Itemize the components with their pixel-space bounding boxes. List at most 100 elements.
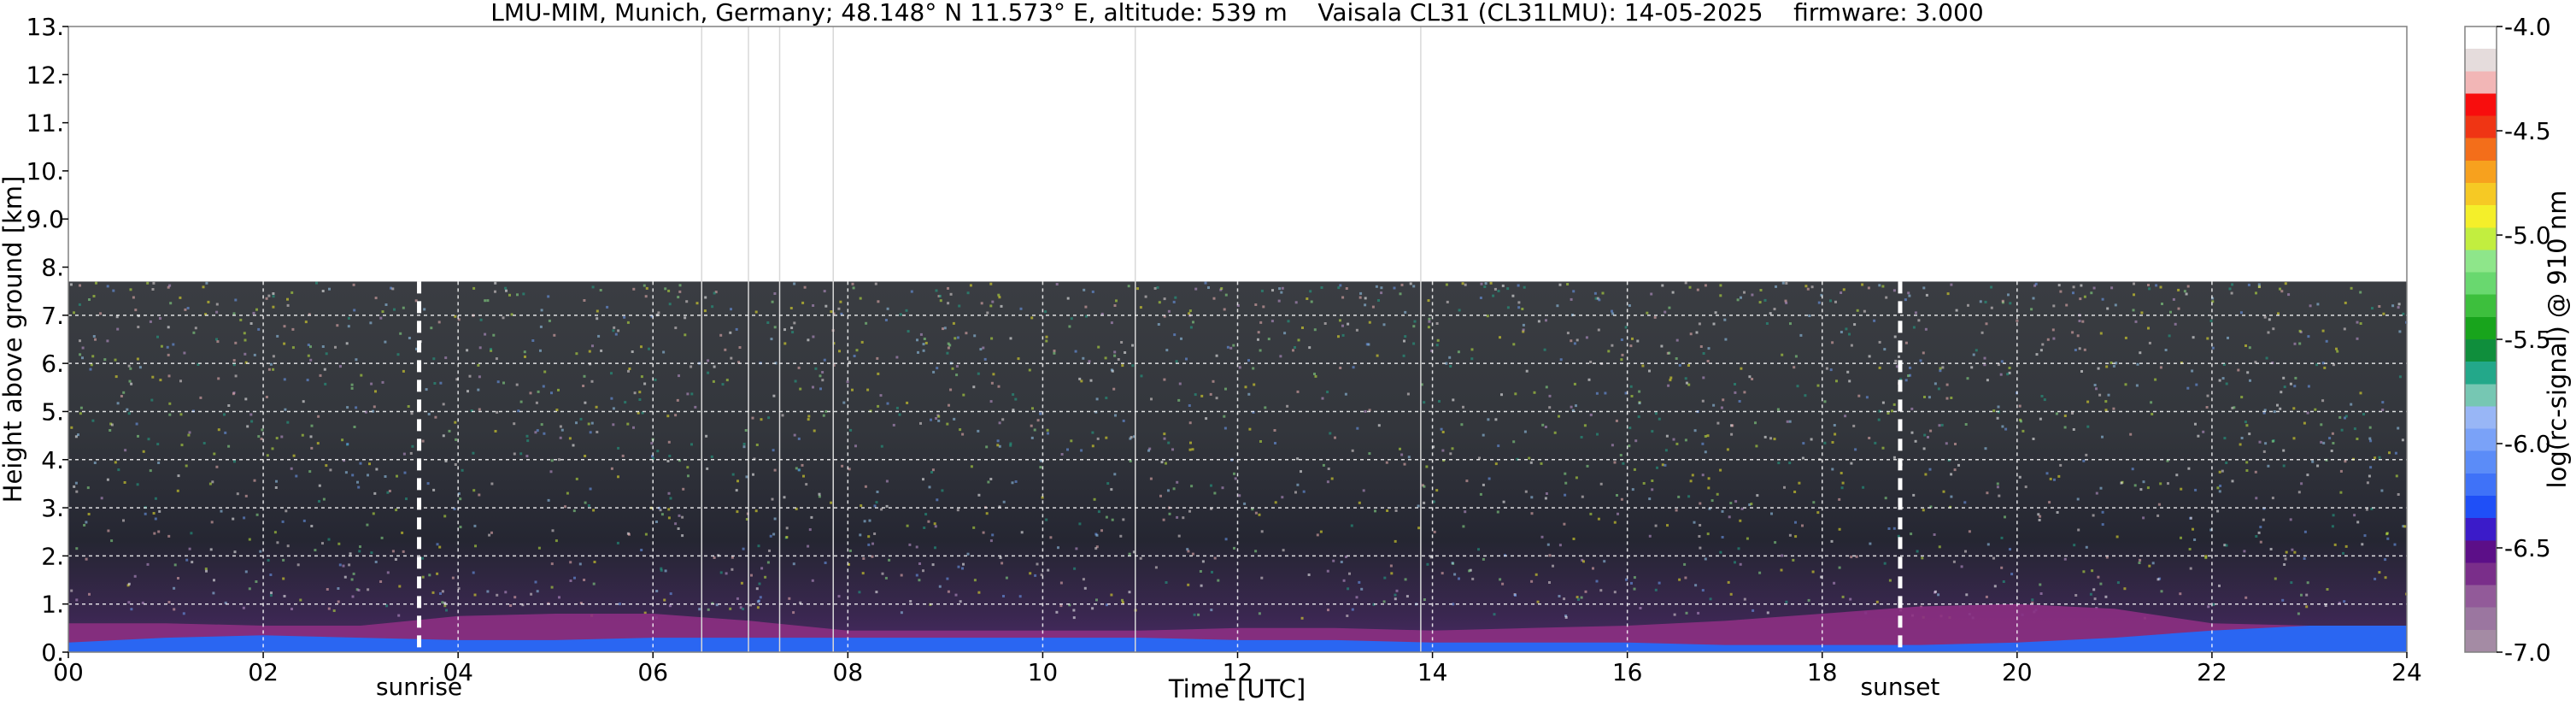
noise-dot [807, 338, 810, 342]
noise-dot [962, 393, 965, 397]
noise-dot [951, 367, 954, 370]
noise-dot [1044, 310, 1047, 314]
noise-dot [1530, 512, 1534, 515]
noise-dot [275, 437, 279, 440]
noise-dot [167, 374, 171, 378]
noise-dot [1556, 304, 1559, 308]
noise-dot [1337, 286, 1341, 290]
noise-dot [1097, 345, 1100, 349]
noise-dot [1489, 281, 1493, 285]
noise-dot [2321, 362, 2325, 365]
noise-dot [1340, 561, 1343, 563]
noise-dot [2039, 349, 2043, 352]
noise-dot [152, 281, 155, 285]
noise-dot [1451, 447, 1454, 450]
noise-dot [1178, 382, 1182, 385]
noise-dot [2342, 551, 2344, 555]
noise-dot [397, 614, 401, 617]
noise-dot [1313, 328, 1317, 332]
noise-dot [991, 300, 995, 303]
noise-dot [522, 292, 525, 296]
noise-dot [1928, 396, 1931, 399]
noise-dot [1014, 480, 1018, 483]
noise-dot [537, 546, 541, 550]
noise-dot [956, 336, 959, 339]
noise-dot [822, 414, 825, 417]
noise-dot [441, 590, 444, 593]
noise-dot [2195, 383, 2198, 386]
noise-dot [431, 591, 435, 594]
noise-dot [1274, 501, 1277, 504]
noise-dot [394, 558, 397, 561]
noise-dot [587, 422, 590, 426]
noise-dot [2366, 481, 2369, 485]
noise-dot [1215, 397, 1218, 400]
noise-dot [2142, 480, 2145, 484]
noise-dot [367, 588, 370, 591]
noise-dot [1675, 338, 1679, 342]
noise-dot [2332, 514, 2335, 517]
noise-dot [627, 369, 630, 373]
noise-dot [631, 350, 634, 353]
noise-dot [1983, 363, 1986, 367]
noise-dot [1748, 503, 1752, 506]
noise-dot [1783, 485, 1786, 489]
noise-dot [2368, 426, 2372, 429]
noise-dot [687, 474, 689, 478]
noise-dot [134, 309, 138, 312]
noise-dot [760, 418, 763, 421]
noise-dot [1436, 338, 1440, 342]
noise-dot [1522, 330, 1525, 333]
noise-dot [2339, 469, 2343, 473]
noise-dot [290, 291, 294, 294]
noise-dot [770, 338, 773, 341]
noise-dot [534, 580, 537, 584]
noise-dot [2091, 569, 2094, 573]
noise-dot [1794, 521, 1797, 524]
noise-dot [931, 563, 935, 567]
noise-dot [1540, 535, 1544, 538]
noise-dot [1950, 283, 1953, 286]
noise-dot [302, 400, 305, 403]
noise-dot [343, 575, 347, 579]
noise-dot [1458, 577, 1460, 580]
noise-dot [2139, 488, 2143, 491]
noise-dot [88, 298, 91, 301]
noise-dot [2306, 581, 2309, 585]
noise-dot [1347, 587, 1350, 591]
noise-dot [793, 321, 796, 325]
noise-dot [1708, 507, 1711, 510]
noise-dot [2000, 566, 2004, 569]
noise-dot [2225, 462, 2228, 464]
noise-dot [1441, 449, 1445, 452]
noise-dot [2078, 320, 2081, 322]
noise-dot [2180, 536, 2182, 539]
noise-dot [922, 343, 925, 346]
noise-dot [1754, 421, 1757, 425]
noise-dot [1564, 615, 1568, 617]
noise-dot [852, 286, 855, 290]
noise-dot [841, 464, 844, 468]
noise-dot [812, 385, 814, 389]
noise-dot [2273, 410, 2276, 414]
noise-dot [1070, 317, 1073, 321]
noise-dot [1545, 319, 1547, 322]
noise-dot [284, 408, 287, 411]
noise-dot [1168, 512, 1171, 515]
noise-dot [2297, 612, 2300, 615]
noise-dot [2053, 478, 2056, 481]
noise-dot [1367, 343, 1370, 346]
noise-dot [935, 417, 938, 420]
noise-dot [184, 308, 187, 311]
noise-dot [1316, 533, 1319, 537]
noise-dot [593, 561, 596, 563]
noise-dot [2282, 464, 2286, 468]
noise-dot [1998, 494, 2001, 497]
noise-dot [2394, 451, 2397, 455]
noise-dot [2401, 438, 2404, 442]
noise-dot [1758, 571, 1762, 574]
noise-dot [1167, 441, 1171, 444]
noise-dot [2187, 467, 2191, 470]
noise-dot [818, 492, 821, 496]
noise-dot [144, 512, 147, 515]
